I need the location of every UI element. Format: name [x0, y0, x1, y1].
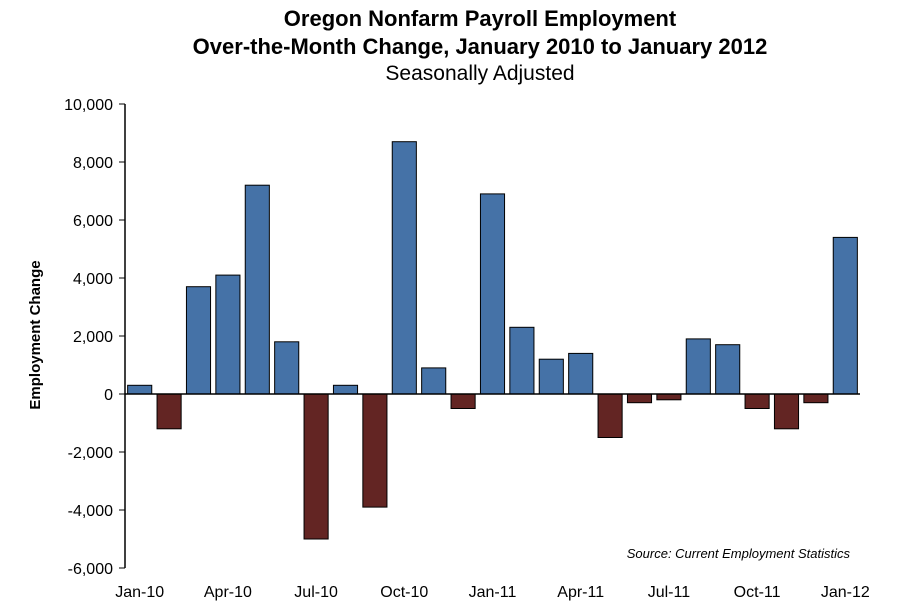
y-tick-label: 4,000 — [73, 271, 113, 288]
x-tick-label: Jan-12 — [821, 584, 870, 601]
bar-jan-12 — [832, 236, 858, 395]
y-tick-label: -6,000 — [68, 561, 113, 578]
bar-sep-11 — [715, 344, 741, 395]
y-tick-label: -4,000 — [68, 503, 113, 520]
x-tick-label: Oct-10 — [380, 584, 428, 601]
chart-subtitle: Over-the-Month Change, January 2010 to J… — [192, 34, 768, 59]
bar-nov-11 — [773, 393, 800, 430]
x-tick-label: Apr-10 — [204, 584, 252, 601]
chart-subtitle-2: Seasonally Adjusted — [385, 62, 575, 85]
bar-oct-11 — [744, 393, 770, 409]
x-tick-label: Jan-11 — [469, 584, 517, 601]
bar-may-10 — [244, 184, 270, 395]
bar-series — [127, 141, 858, 540]
bar-jul-11 — [656, 393, 682, 401]
bar-jun-10 — [274, 341, 300, 395]
y-tick-label: 2,000 — [73, 329, 113, 346]
bar-nov-10 — [421, 367, 447, 395]
bar-jan-10 — [127, 384, 153, 395]
bar-may-11 — [597, 393, 623, 438]
bar-jun-11 — [626, 393, 653, 404]
y-tick-label: 6,000 — [73, 213, 113, 230]
bar-sep-10 — [362, 393, 388, 508]
bar-aug-11 — [685, 338, 711, 395]
bar-apr-10 — [215, 274, 241, 395]
x-tick-label: Jul-10 — [294, 584, 338, 601]
bar-mar-11 — [538, 358, 564, 395]
y-tick-label: 0 — [104, 387, 113, 404]
x-tick-label: Oct-11 — [734, 584, 781, 601]
x-tick-label: Jul-11 — [648, 584, 690, 601]
bar-aug-10 — [332, 384, 359, 395]
bar-dec-10 — [450, 393, 476, 409]
x-axis-ticks: Jan-10 Apr-10 Jul-10 Oct-10 Jan-11 Apr-11 Jul-… — [115, 584, 870, 601]
y-tick-label: 10,000 — [64, 97, 113, 114]
bar-jan-11 — [479, 193, 506, 395]
x-tick-label: Apr-11 — [557, 584, 604, 601]
y-tick-label: -2,000 — [68, 445, 113, 462]
x-tick-label: Jan-10 — [115, 584, 164, 601]
bar-feb-11 — [509, 326, 535, 395]
bar-jul-10 — [303, 393, 329, 540]
bar-apr-11 — [568, 352, 594, 395]
y-axis-ticks: 10,000 8,000 6,000 4,000 2,000 0 -2,000 -4,000 -… — [64, 97, 125, 578]
chart-title: Oregon Nonfarm Payroll Employment — [283, 6, 677, 31]
y-tick-label: 8,000 — [73, 155, 113, 172]
source-annotation: Source: Current Employment Statistics — [627, 546, 851, 561]
bar-dec-11 — [803, 393, 829, 404]
bar-feb-10 — [156, 393, 182, 430]
bar-oct-10 — [391, 141, 417, 395]
bar-mar-10 — [185, 286, 212, 395]
y-axis-label: Employment Change — [27, 260, 44, 409]
